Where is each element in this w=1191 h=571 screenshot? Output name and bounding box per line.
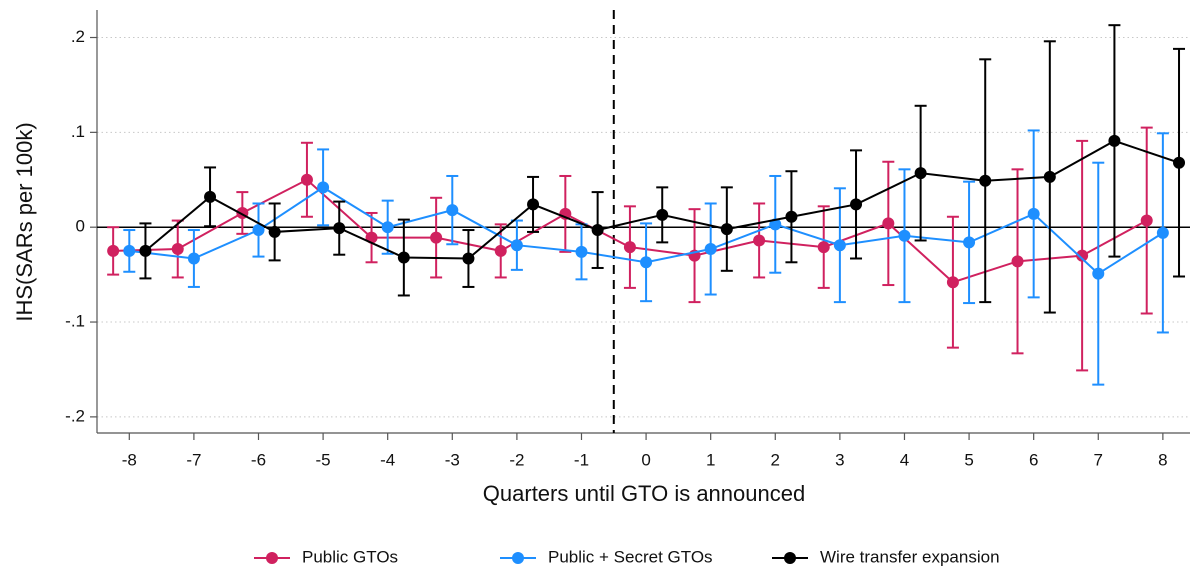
- y-axis-label: IHS(SARs per 100k): [12, 122, 37, 321]
- point: [575, 245, 588, 258]
- point: [963, 236, 976, 249]
- x-tick-label: -2: [509, 450, 524, 469]
- x-tick-label: 5: [964, 450, 973, 469]
- point: [898, 229, 911, 242]
- legend-label: Public + Secret GTOs: [548, 547, 713, 566]
- point: [979, 174, 992, 187]
- point: [333, 222, 346, 235]
- point: [1156, 226, 1169, 239]
- legend-marker: [784, 552, 796, 564]
- y-tick-label: -.1: [65, 312, 85, 331]
- x-tick-label: 7: [1094, 450, 1103, 469]
- x-tick-label: -4: [380, 450, 395, 469]
- point: [817, 241, 830, 254]
- legend-marker: [266, 552, 278, 564]
- point: [704, 243, 717, 256]
- y-tick-label: -.2: [65, 406, 85, 425]
- point: [656, 208, 669, 221]
- x-axis-label: Quarters until GTO is announced: [483, 481, 805, 506]
- legend-label: Public GTOs: [302, 547, 398, 566]
- x-tick-label: 4: [900, 450, 909, 469]
- point: [640, 256, 653, 269]
- point: [785, 210, 798, 223]
- point: [1092, 267, 1105, 280]
- point: [914, 167, 927, 180]
- point: [446, 204, 459, 217]
- x-tick-label: 8: [1158, 450, 1167, 469]
- point: [171, 243, 184, 256]
- point: [300, 173, 313, 186]
- point: [1173, 156, 1186, 169]
- point: [123, 244, 136, 257]
- point: [252, 224, 265, 237]
- point: [1076, 249, 1089, 262]
- x-tick-label: 0: [641, 450, 650, 469]
- x-tick-label: 2: [771, 450, 780, 469]
- point: [1140, 214, 1153, 227]
- point: [204, 190, 217, 203]
- point: [753, 234, 766, 247]
- x-tick-label: 1: [706, 450, 715, 469]
- y-tick-label: .1: [71, 122, 85, 141]
- x-tick-label: -1: [574, 450, 589, 469]
- x-tick-label: -6: [251, 450, 266, 469]
- point: [591, 224, 604, 237]
- point: [381, 221, 394, 234]
- x-tick-label: 6: [1029, 450, 1038, 469]
- legend-label: Wire transfer expansion: [820, 547, 1000, 566]
- x-tick-label: -8: [122, 450, 137, 469]
- point: [107, 244, 120, 257]
- point: [462, 252, 475, 265]
- x-tick-label: -5: [316, 450, 331, 469]
- point: [268, 225, 281, 238]
- point: [1043, 170, 1056, 183]
- point: [946, 276, 959, 289]
- x-tick-label: -7: [186, 450, 201, 469]
- point: [1011, 255, 1024, 268]
- point: [527, 198, 540, 211]
- point: [494, 244, 507, 257]
- x-tick-label: -3: [445, 450, 460, 469]
- point: [397, 251, 410, 264]
- point: [139, 244, 152, 257]
- x-tick-label: 3: [835, 450, 844, 469]
- point: [187, 252, 200, 265]
- point: [720, 223, 733, 236]
- point: [1027, 207, 1040, 220]
- y-tick-label: 0: [76, 217, 85, 236]
- point: [317, 181, 330, 194]
- point: [882, 217, 895, 230]
- point: [623, 241, 636, 254]
- point: [833, 239, 846, 252]
- point: [1108, 134, 1121, 147]
- legend-marker: [512, 552, 524, 564]
- point: [510, 239, 523, 252]
- point: [430, 231, 443, 244]
- y-tick-label: .2: [71, 27, 85, 46]
- point: [850, 198, 863, 211]
